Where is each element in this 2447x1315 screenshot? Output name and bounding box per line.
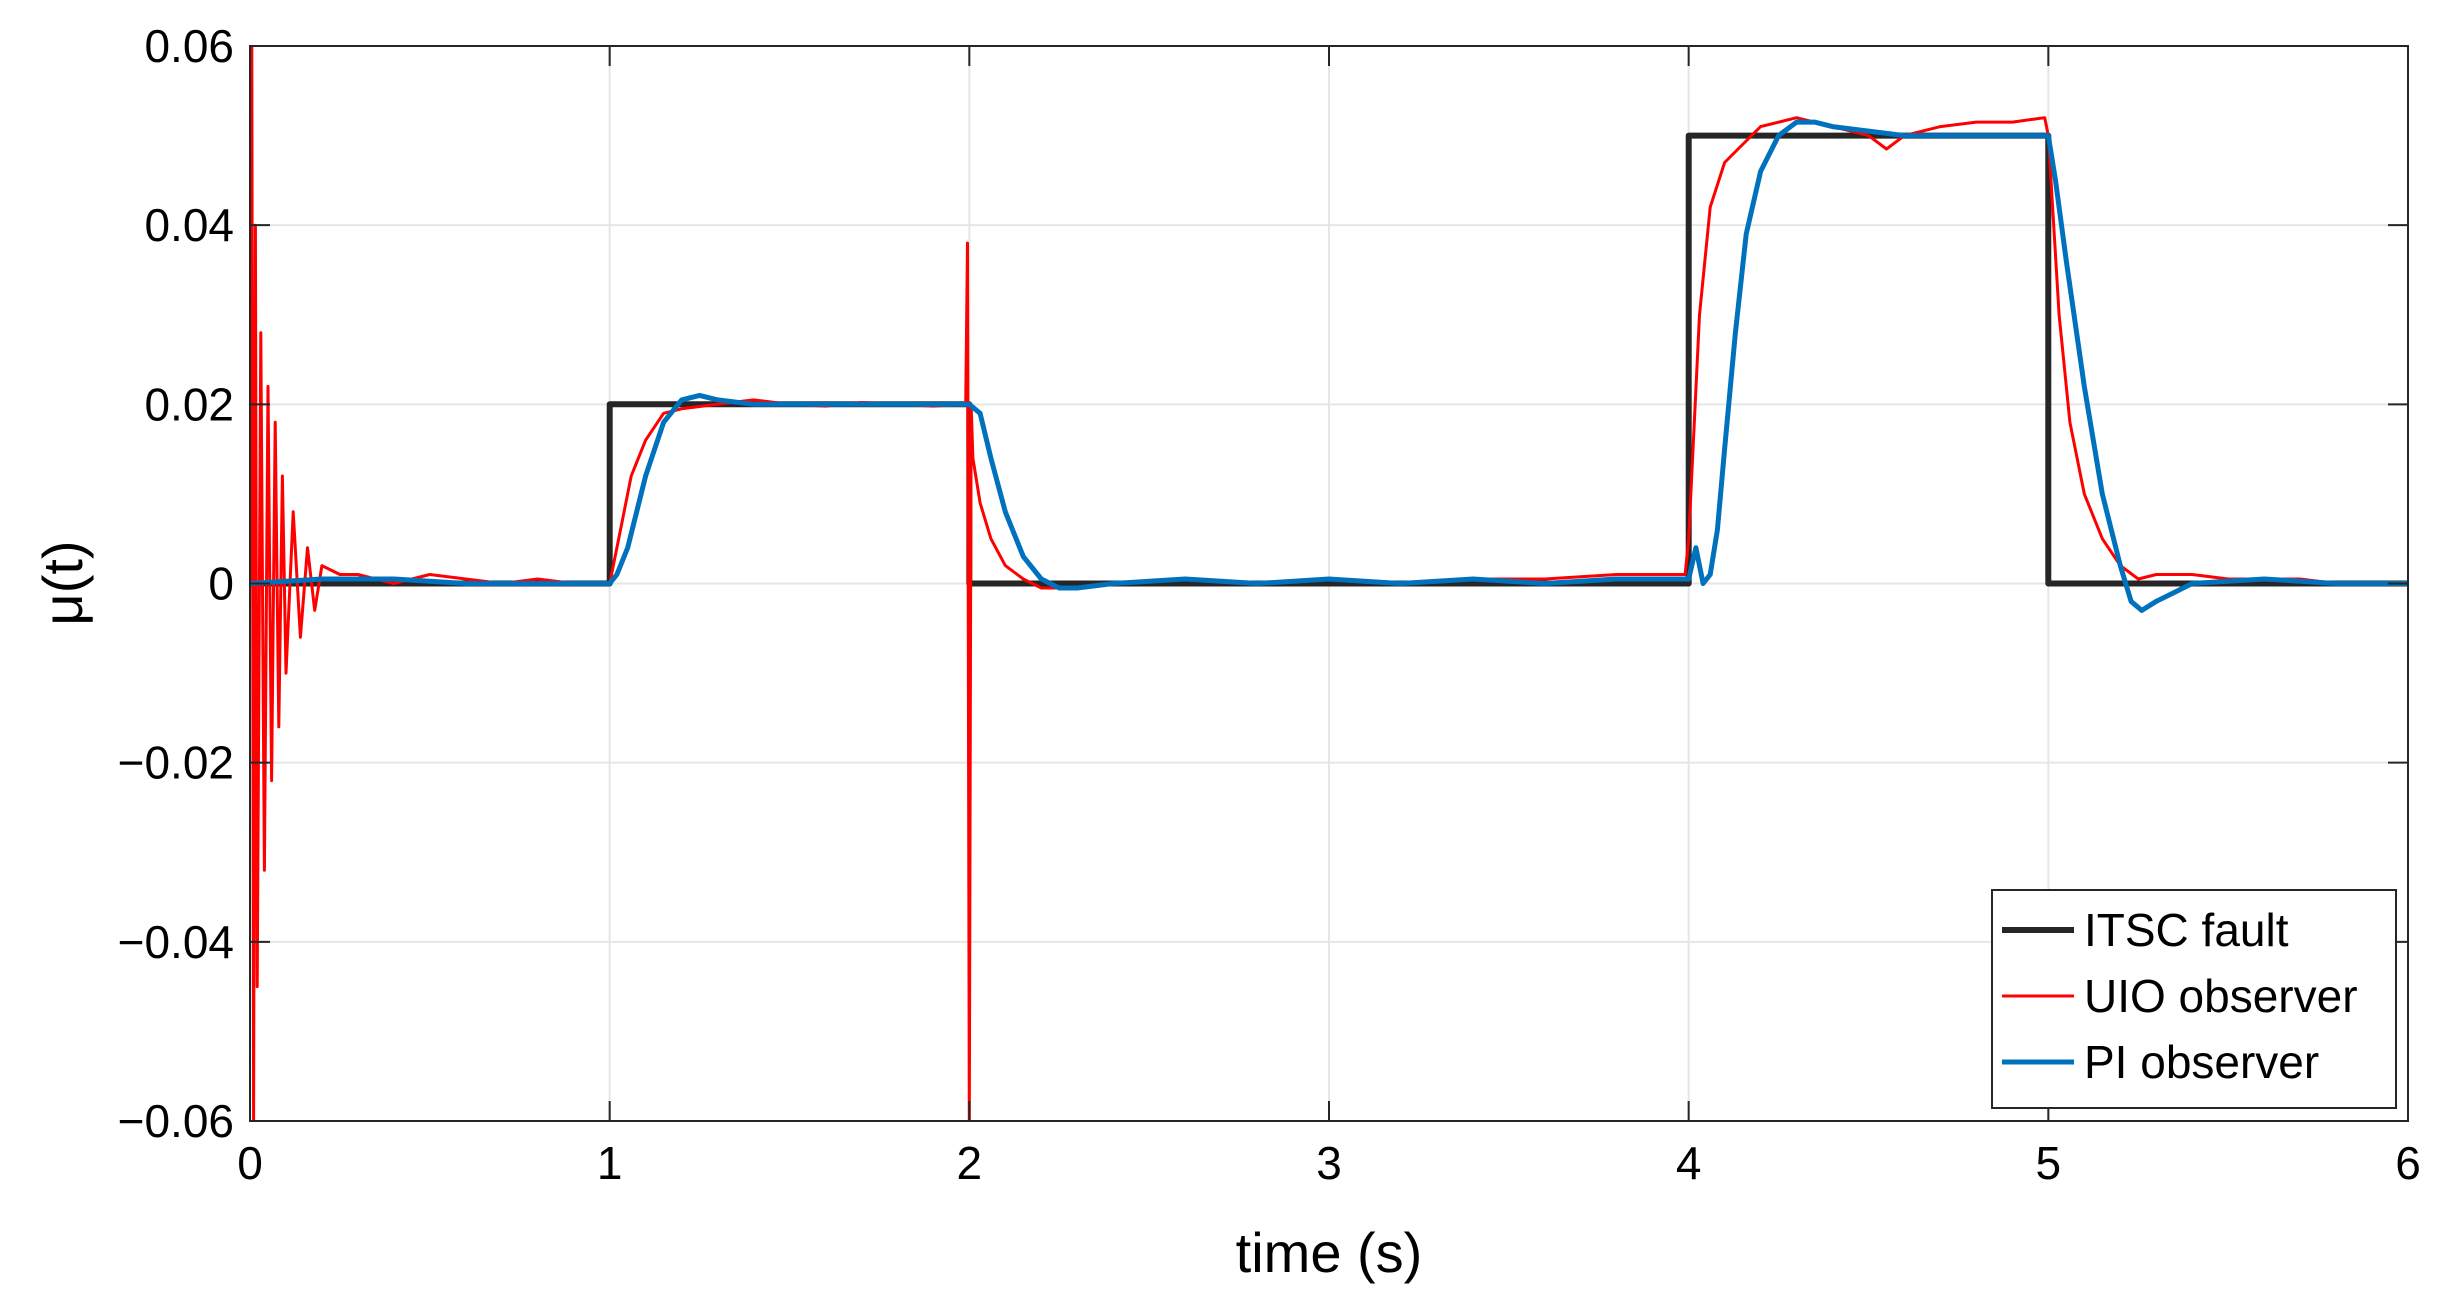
x-tick-label: 5 [2036,1137,2062,1189]
y-tick-label: −0.04 [118,916,234,968]
legend-box [1991,889,2397,1109]
series-line-pi-observer [250,119,2408,613]
legend-label: ITSC fault [2084,904,2289,956]
legend-label: PI observer [2084,1036,2319,1088]
x-tick-label: 1 [597,1137,623,1189]
y-tick-labels: −0.06 −0.04 −0.02 0 0.02 0.04 0.06 [118,20,234,1147]
series-line-itsc-fault [250,132,2408,587]
legend: ITSC fault UIO observer PI observer [1991,889,2397,1109]
y-tick-label: 0.04 [144,199,234,251]
x-tick-label: 4 [1676,1137,1702,1189]
series-line-uio-observer [250,46,2408,1121]
y-tick-label: 0.02 [144,378,234,430]
x-tick-labels: 0 1 2 3 4 5 6 [237,1137,2421,1189]
ticks [249,45,2409,1122]
x-tick-label: 3 [1316,1137,1342,1189]
y-tick-label: 0 [208,558,234,610]
y-axis-label: μ(t) [31,540,94,625]
x-axis-label: time (s) [1236,1221,1423,1284]
x-tick-label: 6 [2395,1137,2421,1189]
series-layer [250,46,2408,1121]
y-tick-label: −0.06 [118,1095,234,1147]
y-tick-label: 0.06 [144,20,234,72]
legend-label: UIO observer [2084,970,2358,1022]
x-tick-label: 2 [957,1137,983,1189]
x-tick-label: 0 [237,1137,263,1189]
y-tick-label: −0.02 [118,737,234,789]
